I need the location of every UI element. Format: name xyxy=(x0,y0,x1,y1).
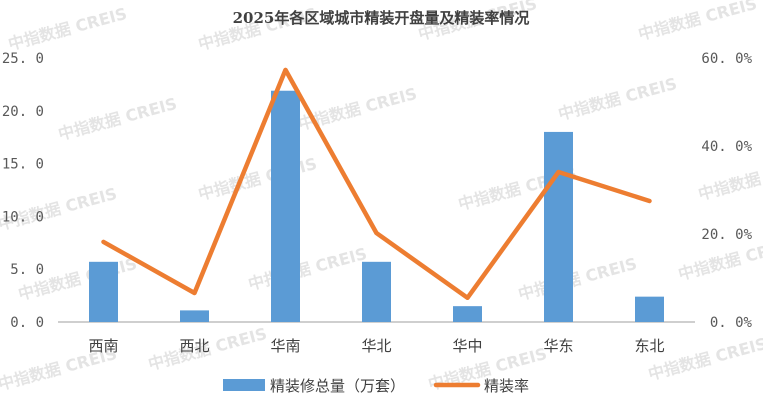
x-axis-labels: 西南 西北 华南 华北 华中 华东 东北 xyxy=(88,337,664,355)
watermark-text: 中指数据 CREIS xyxy=(6,4,129,54)
right-tick-label: 20. 0% xyxy=(701,227,752,243)
watermark-text: 中指数据 CREIS xyxy=(696,154,763,204)
right-tick-label: 60. 0% xyxy=(701,51,752,67)
right-tick-label: 40. 0% xyxy=(701,139,752,155)
watermark-text: 中指数据 CREIS xyxy=(556,74,679,124)
watermark-layer: 中指数据 CREIS 中指数据 CREIS 中指数据 CREIS 中指数据 CREIS… xyxy=(0,0,763,394)
left-tick-label: 5. 0 xyxy=(10,262,44,278)
bar xyxy=(89,261,118,322)
category-label: 华中 xyxy=(452,337,482,355)
bar xyxy=(453,306,482,322)
right-y-axis: 0. 0% 20. 0% 40. 0% 60. 0% xyxy=(701,51,752,331)
category-label: 华南 xyxy=(270,337,300,355)
bar xyxy=(180,310,209,322)
left-tick-label: 20. 0 xyxy=(2,104,44,120)
left-tick-label: 0. 0 xyxy=(10,315,44,331)
category-label: 东北 xyxy=(634,337,664,355)
category-label: 华北 xyxy=(361,337,391,355)
left-tick-label: 15. 0 xyxy=(2,157,44,173)
legend-line-label: 精装率 xyxy=(484,377,529,395)
left-tick-label: 25. 0 xyxy=(2,51,44,67)
line-series xyxy=(101,67,652,301)
bar xyxy=(271,90,300,323)
watermark-text: 中指数据 CREIS xyxy=(636,0,759,44)
chart-title: 2025年各区域城市精装开盘量及精装率情况 xyxy=(233,9,530,27)
legend: 精装修总量（万套） 精装率 xyxy=(223,377,529,395)
left-y-axis: 0. 0 5. 0 10. 0 15. 0 20. 0 25. 0 xyxy=(2,51,44,331)
category-label: 西南 xyxy=(88,337,118,355)
watermark-text: 中指数据 CREIS xyxy=(196,154,319,204)
watermark-text: 中指数据 CREIS xyxy=(516,254,639,304)
category-label: 华东 xyxy=(543,337,573,355)
watermark-text: 中指数据 CREIS xyxy=(56,94,179,144)
bar xyxy=(362,261,391,322)
category-label: 西北 xyxy=(179,337,209,355)
left-tick-label: 10. 0 xyxy=(2,209,44,225)
bar xyxy=(635,296,664,322)
legend-bar-swatch xyxy=(223,379,265,391)
bar xyxy=(544,131,573,322)
right-tick-label: 0. 0% xyxy=(710,315,753,331)
bar-series xyxy=(89,90,664,323)
watermark-text: 中指数据 CREIS xyxy=(246,244,369,294)
legend-bar-label: 精装修总量（万套） xyxy=(270,377,405,395)
